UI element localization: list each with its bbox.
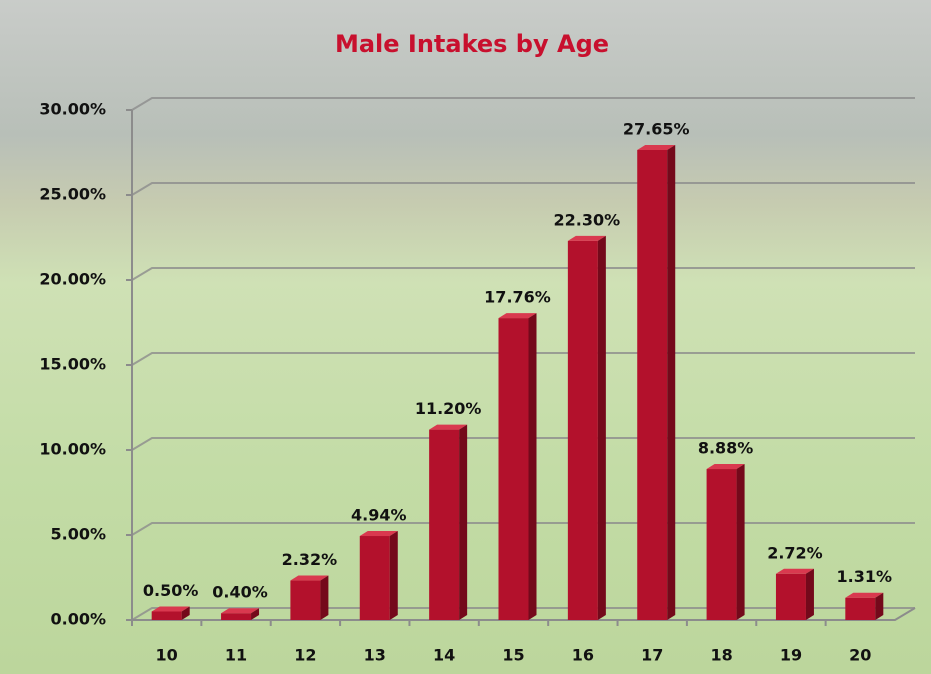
x-tick-label: 15 [502, 646, 524, 665]
x-tick-label: 12 [294, 646, 316, 665]
value-label: 27.65% [623, 119, 690, 138]
bar [637, 149, 668, 620]
x-tick-label: 18 [710, 646, 732, 665]
x-tick-label: 13 [364, 646, 386, 665]
bar-side [459, 424, 468, 620]
bar-top [637, 144, 676, 150]
bar [429, 429, 460, 620]
bar [845, 597, 876, 620]
bar [151, 611, 182, 620]
x-tick-label: 19 [780, 646, 802, 665]
bar-side [805, 568, 814, 620]
y-tick-label: 30.00% [39, 100, 106, 119]
x-tick-label: 14 [433, 646, 455, 665]
x-tick-label: 20 [849, 646, 871, 665]
bar-side [251, 608, 260, 620]
x-tick-label: 10 [156, 646, 178, 665]
y-tick-label: 5.00% [50, 525, 106, 544]
bar-top [221, 608, 260, 614]
value-label: 2.32% [282, 550, 338, 569]
y-tick-label: 25.00% [39, 185, 106, 204]
value-label: 17.76% [484, 288, 551, 307]
bar [775, 573, 806, 620]
chart-title: Male Intakes by Age [335, 30, 609, 58]
bar-side [597, 235, 606, 620]
bar-top [775, 568, 814, 574]
value-label: 22.30% [554, 210, 621, 229]
x-tick-label: 17 [641, 646, 663, 665]
y-tick-label: 15.00% [39, 355, 106, 374]
bar-side [528, 313, 537, 620]
bar-side [736, 464, 745, 620]
bar-side [389, 531, 398, 620]
bar [359, 536, 390, 620]
value-label: 11.20% [415, 399, 482, 418]
bar-top [845, 592, 884, 598]
x-tick-label: 16 [572, 646, 594, 665]
value-label: 0.50% [143, 581, 199, 600]
value-label: 8.88% [698, 439, 754, 458]
bar [706, 469, 737, 620]
bar [221, 613, 252, 620]
bar [498, 318, 529, 620]
bar-top [151, 606, 190, 612]
bar-side [875, 592, 884, 620]
bar-top [706, 464, 745, 470]
value-label: 0.40% [212, 583, 268, 602]
value-label: 1.31% [837, 567, 893, 586]
y-tick-label: 10.00% [39, 440, 106, 459]
value-label: 2.72% [767, 543, 823, 562]
bar-side [667, 144, 676, 620]
bar-top [359, 531, 398, 537]
grid-line [131, 97, 915, 111]
bar [290, 580, 321, 620]
bar-side [320, 575, 329, 620]
x-tick-label: 11 [225, 646, 247, 665]
y-tick-label: 20.00% [39, 270, 106, 289]
bar-top [290, 575, 329, 581]
bar-top [567, 235, 606, 241]
bar-side [181, 606, 190, 620]
y-tick-label: 0.00% [50, 610, 106, 629]
bar-top [498, 313, 537, 319]
value-label: 4.94% [351, 506, 407, 525]
bar-top [429, 424, 468, 430]
bar [567, 240, 598, 620]
